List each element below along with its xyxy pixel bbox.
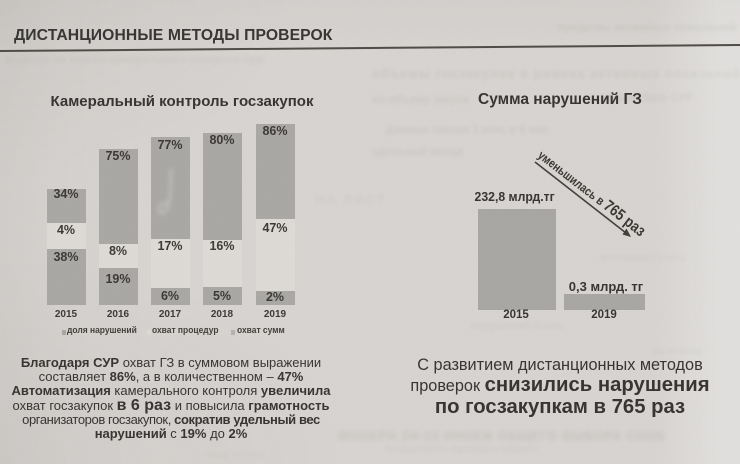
svg-text:уменьшилась в 765 раз: уменьшилась в 765 раз xyxy=(535,147,649,241)
